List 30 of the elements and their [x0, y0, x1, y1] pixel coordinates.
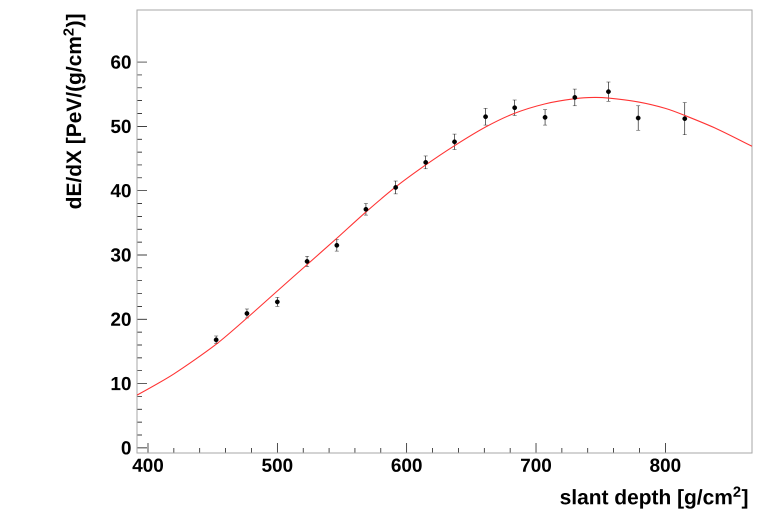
x-tick-label: 800 [650, 458, 680, 472]
point [483, 114, 488, 120]
y-tick-label: 20 [111, 312, 131, 326]
point [274, 300, 280, 304]
x-tick-label: 500 [262, 458, 292, 472]
point [423, 160, 428, 165]
point [364, 206, 368, 212]
point [452, 139, 457, 144]
point [512, 105, 518, 110]
point [244, 311, 250, 316]
x-tick-label: 600 [392, 458, 422, 472]
x-tick-label: 400 [132, 458, 164, 472]
point [304, 259, 310, 264]
y-tick-label: 50 [111, 120, 131, 134]
x-axis-title: slant depth [g/cm$^{2}$] [560, 486, 748, 509]
point [606, 89, 611, 94]
y-tick-label: 40 [110, 184, 131, 198]
y-tick-label: 10 [112, 376, 131, 390]
point [572, 95, 578, 100]
line-series [137, 96, 752, 396]
y-axis-title: dE/dX [PeV/(g/cm$^{2}$)] [63, 14, 86, 208]
y-tick-label: 0 [122, 441, 131, 455]
y-tick-label: 30 [110, 248, 131, 262]
x-tick-label: 700 [521, 458, 552, 472]
point [334, 242, 340, 248]
point [636, 116, 641, 120]
point [682, 116, 688, 122]
y-tick-label: 60 [111, 55, 131, 69]
point [542, 114, 548, 120]
point [393, 185, 398, 190]
